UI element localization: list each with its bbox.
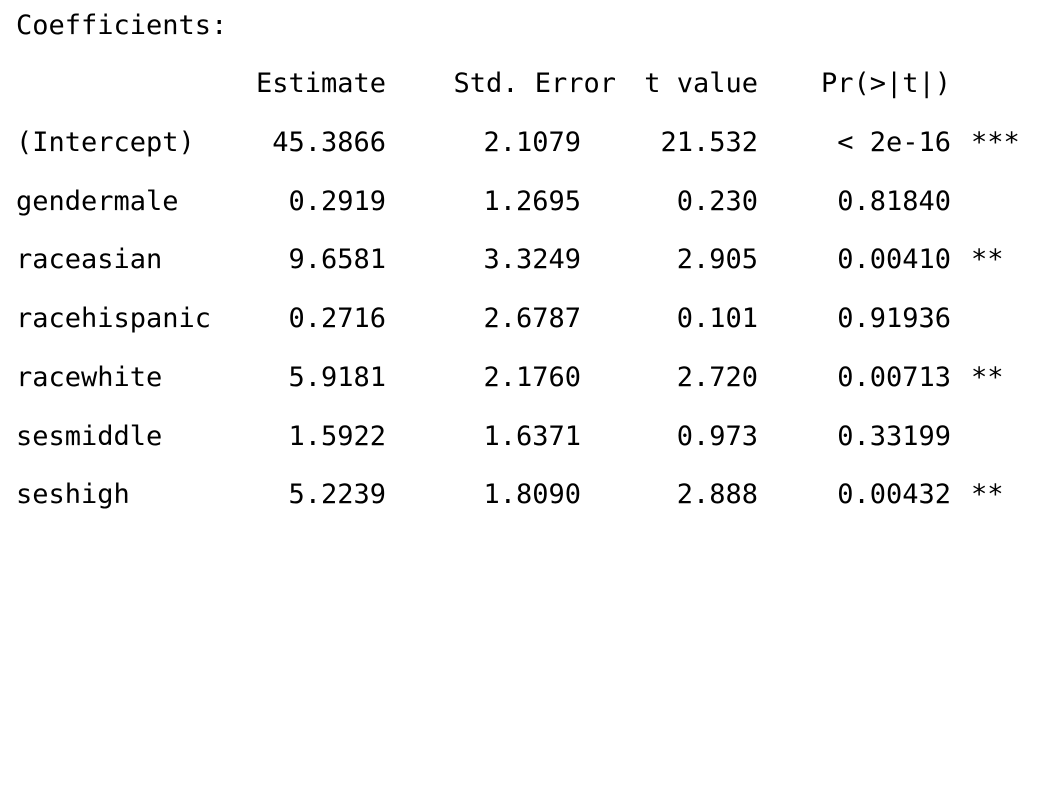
- row-t-value: 0.230: [676, 186, 758, 217]
- row-p-value: 0.91936: [837, 303, 951, 334]
- row-std-error: 2.1079: [483, 127, 581, 158]
- row-t-value: 0.973: [676, 421, 758, 452]
- row-estimate: 0.2716: [288, 303, 386, 334]
- row-term: (Intercept): [16, 127, 195, 158]
- row-std-error: 2.6787: [483, 303, 581, 334]
- row-term: racehispanic: [16, 303, 212, 334]
- header-p-value: Pr(>|t|): [820, 68, 951, 99]
- row-t-value: 21.532: [660, 127, 758, 158]
- header-std-error: Std. Error: [453, 68, 616, 99]
- row-t-value: 2.905: [676, 244, 758, 275]
- row-estimate: 5.9181: [288, 362, 386, 393]
- table-row: (Intercept) 45.3866 2.1079 21.532 < 2e-1…: [0, 123, 1061, 163]
- row-estimate: 5.2239: [288, 479, 386, 510]
- table-row: sesmiddle 1.5922 1.6371 0.973 0.33199: [0, 417, 1061, 457]
- row-signif: **: [971, 479, 1004, 510]
- row-term: sesmiddle: [16, 421, 163, 452]
- row-signif: ***: [971, 127, 1020, 158]
- row-term: seshigh: [16, 479, 130, 510]
- row-signif: **: [971, 362, 1004, 393]
- row-term: gendermale: [16, 186, 179, 217]
- row-t-value: 0.101: [676, 303, 758, 334]
- row-p-value: 0.00432: [837, 479, 951, 510]
- row-p-value: 0.00410: [837, 244, 951, 275]
- row-std-error: 2.1760: [483, 362, 581, 393]
- row-std-error: 1.2695: [483, 186, 581, 217]
- row-estimate: 1.5922: [288, 421, 386, 452]
- row-term: racewhite: [16, 362, 163, 393]
- row-std-error: 3.3249: [483, 244, 581, 275]
- row-term: raceasian: [16, 244, 163, 275]
- row-t-value: 2.888: [676, 479, 758, 510]
- coefficients-title: Coefficients:: [16, 10, 228, 41]
- row-estimate: 45.3866: [272, 127, 386, 158]
- header-row: Estimate Std. Error t value Pr(>|t|): [0, 64, 1061, 104]
- row-t-value: 2.720: [676, 362, 758, 393]
- header-t-value: t value: [644, 68, 758, 99]
- table-row: raceasian 9.6581 3.3249 2.905 0.00410 **: [0, 240, 1061, 280]
- table-row: racewhite 5.9181 2.1760 2.720 0.00713 **: [0, 358, 1061, 398]
- row-p-value: < 2e-16: [837, 127, 951, 158]
- row-p-value: 0.00713: [837, 362, 951, 393]
- row-p-value: 0.33199: [837, 421, 951, 452]
- row-std-error: 1.8090: [483, 479, 581, 510]
- row-p-value: 0.81840: [837, 186, 951, 217]
- table-row: gendermale 0.2919 1.2695 0.230 0.81840: [0, 182, 1061, 222]
- table-row: seshigh 5.2239 1.8090 2.888 0.00432 **: [0, 475, 1061, 515]
- header-estimate: Estimate: [255, 68, 386, 99]
- row-estimate: 0.2919: [288, 186, 386, 217]
- table-row: racehispanic 0.2716 2.6787 0.101 0.91936: [0, 299, 1061, 339]
- row-std-error: 1.6371: [483, 421, 581, 452]
- row-estimate: 9.6581: [288, 244, 386, 275]
- row-signif: **: [971, 244, 1004, 275]
- regression-output: Coefficients: Estimate Std. Error t valu…: [0, 10, 1061, 515]
